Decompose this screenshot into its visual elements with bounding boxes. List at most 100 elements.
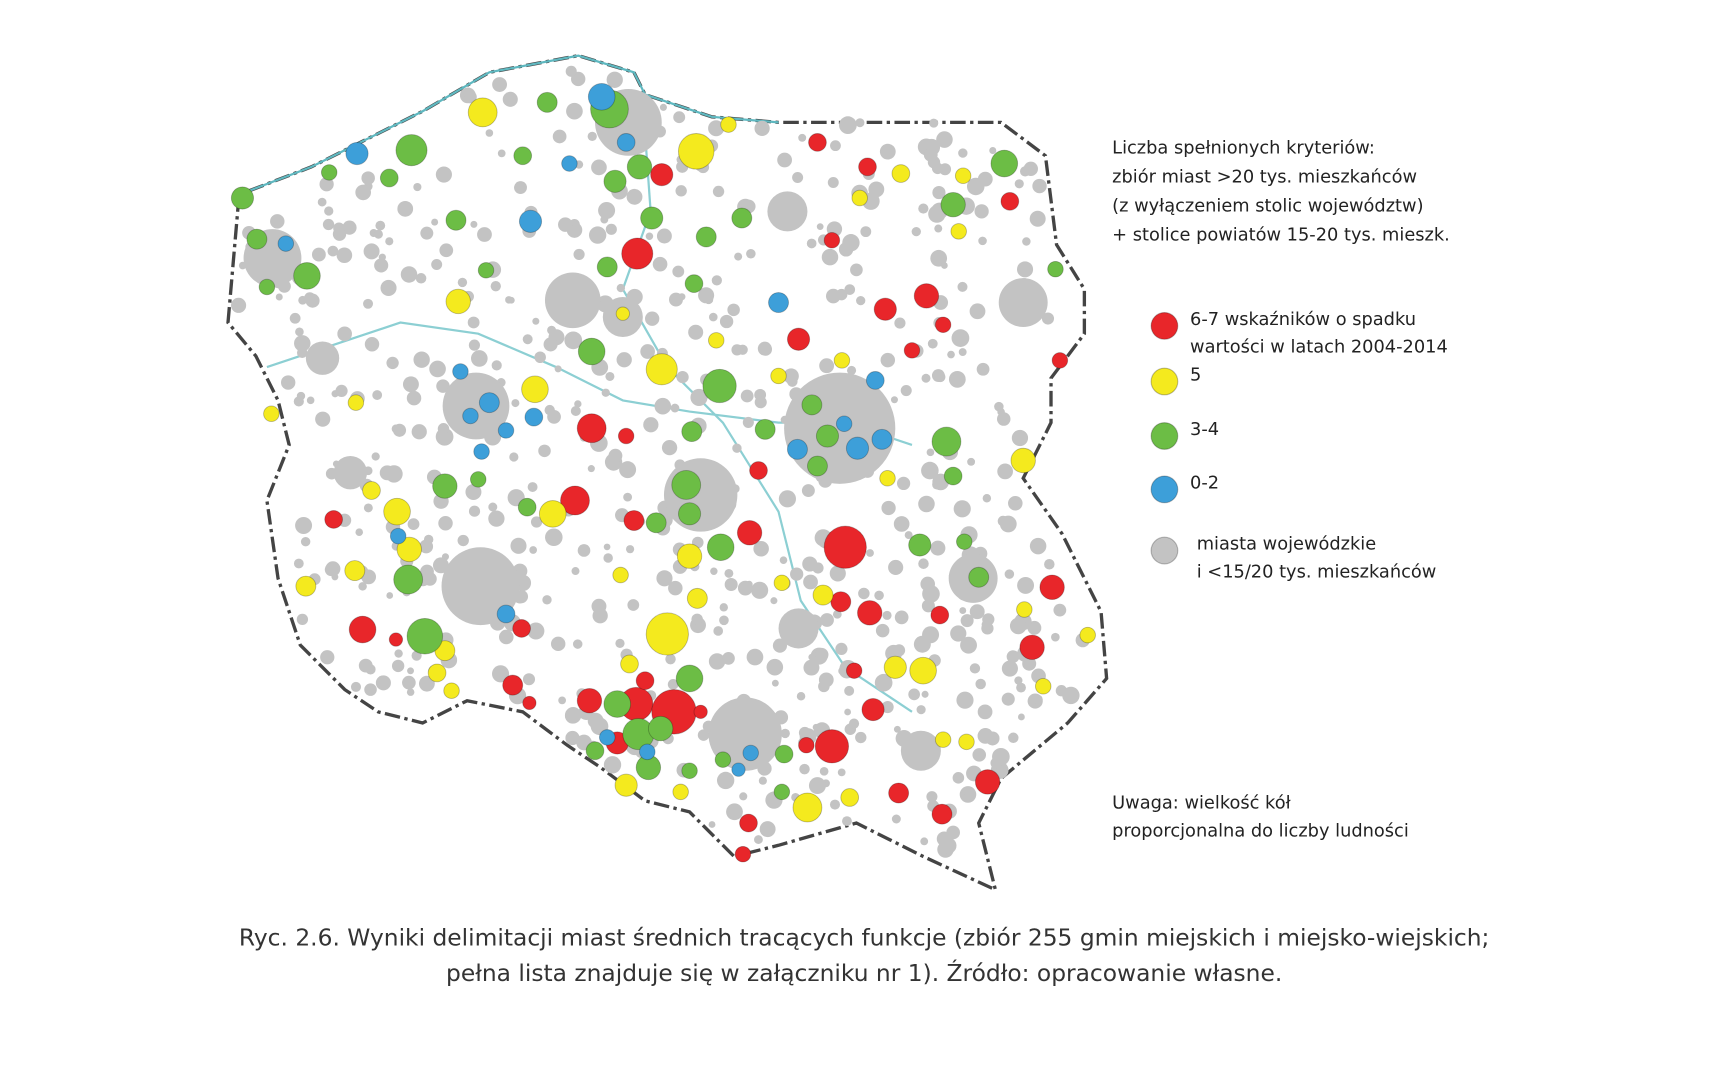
small-town xyxy=(419,539,434,554)
small-town xyxy=(746,648,764,666)
town xyxy=(731,207,753,229)
town xyxy=(873,297,897,321)
small-town xyxy=(1008,495,1023,511)
small-town xyxy=(534,351,546,364)
small-town xyxy=(989,146,997,155)
small-town xyxy=(566,102,583,120)
small-town xyxy=(1032,178,1047,194)
town xyxy=(395,134,428,167)
small-town xyxy=(231,297,247,313)
town xyxy=(883,655,907,679)
town xyxy=(706,533,735,562)
town xyxy=(736,520,763,546)
small-town xyxy=(429,360,446,378)
small-town xyxy=(418,675,435,692)
small-town xyxy=(827,176,839,188)
legend-swatch xyxy=(1150,312,1179,340)
small-town xyxy=(296,347,308,358)
small-town xyxy=(645,311,660,326)
small-town xyxy=(777,152,793,168)
town xyxy=(560,485,590,516)
town xyxy=(577,337,606,366)
small-town xyxy=(835,642,848,656)
small-town xyxy=(616,283,626,293)
town xyxy=(1051,352,1069,369)
town xyxy=(934,316,952,334)
small-town xyxy=(402,376,419,393)
small-town xyxy=(969,604,985,620)
small-town xyxy=(796,691,806,701)
small-town xyxy=(608,448,623,463)
small-town xyxy=(772,638,788,653)
small-town xyxy=(882,610,892,620)
small-town xyxy=(457,277,468,288)
small-town xyxy=(967,457,976,466)
small-town xyxy=(958,348,967,357)
town xyxy=(968,566,990,588)
small-town xyxy=(337,326,352,342)
town xyxy=(720,116,737,133)
legend-title: (z wyłączeniem stolic województw) xyxy=(1112,195,1423,216)
small-town xyxy=(511,399,520,408)
small-town xyxy=(951,329,970,347)
small-town xyxy=(514,181,527,195)
town xyxy=(635,671,655,691)
small-town xyxy=(808,777,826,795)
town xyxy=(845,662,863,679)
small-town xyxy=(754,396,767,409)
small-town xyxy=(839,116,857,135)
town xyxy=(903,342,921,359)
small-town xyxy=(977,704,993,720)
town xyxy=(324,510,343,529)
town xyxy=(930,605,950,625)
town xyxy=(513,146,533,166)
small-town xyxy=(739,792,748,801)
small-town xyxy=(842,816,852,827)
small-town xyxy=(916,705,926,715)
small-town xyxy=(411,424,427,440)
small-town xyxy=(1001,692,1015,706)
small-town xyxy=(668,580,683,596)
town xyxy=(858,157,877,177)
small-town xyxy=(930,249,948,267)
small-town xyxy=(364,683,377,696)
town xyxy=(681,421,703,443)
town xyxy=(801,394,823,416)
town xyxy=(379,168,399,188)
small-town xyxy=(766,658,784,676)
small-town xyxy=(921,373,931,383)
small-town xyxy=(977,171,993,187)
small-town xyxy=(969,303,986,320)
small-town xyxy=(643,417,659,433)
small-town xyxy=(675,185,687,197)
town xyxy=(650,163,674,187)
town xyxy=(478,392,500,414)
small-town xyxy=(673,111,686,124)
town xyxy=(383,497,411,526)
small-town xyxy=(333,222,345,234)
small-town xyxy=(374,258,389,273)
small-town xyxy=(875,623,890,638)
town xyxy=(603,169,627,193)
small-town xyxy=(361,171,375,185)
small-town xyxy=(305,293,320,308)
town xyxy=(496,604,516,624)
small-town xyxy=(656,228,672,244)
small-town xyxy=(890,396,898,404)
small-town xyxy=(471,350,488,367)
town xyxy=(686,587,708,609)
small-town xyxy=(1062,686,1080,705)
town xyxy=(672,783,689,801)
town xyxy=(443,682,460,699)
small-town xyxy=(542,595,552,605)
small-town xyxy=(949,375,959,385)
small-town xyxy=(293,396,304,407)
towns xyxy=(230,65,1096,863)
town xyxy=(681,762,698,780)
small-town xyxy=(719,603,728,612)
small-town xyxy=(829,565,846,582)
small-town xyxy=(812,723,820,731)
town xyxy=(347,394,365,411)
town xyxy=(320,164,338,181)
small-town xyxy=(522,334,533,345)
